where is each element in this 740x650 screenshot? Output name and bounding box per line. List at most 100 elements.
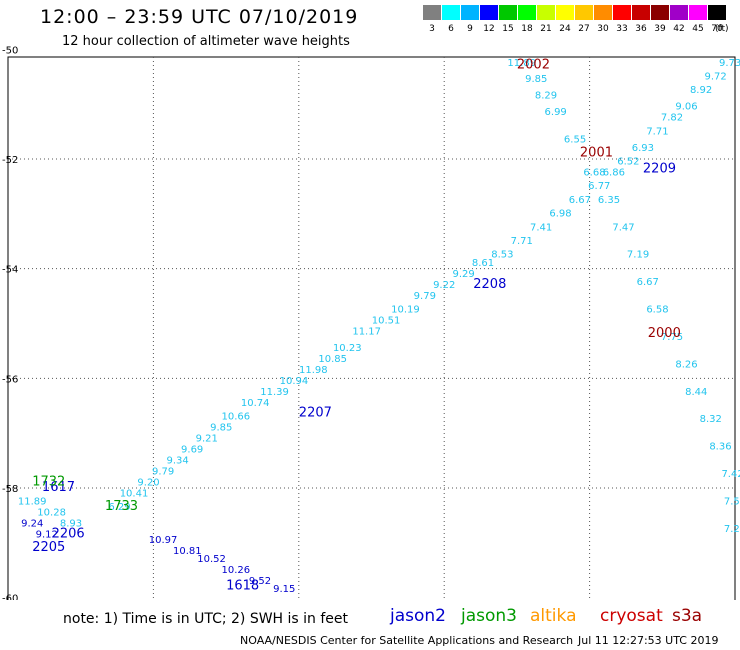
swh-point-label: 11.17 (352, 326, 381, 337)
legend-label: 18 (521, 24, 533, 34)
swh-point-label: 10.97 (149, 535, 178, 546)
swh-point-label: 10.94 (280, 376, 309, 387)
swh-point-label: 9.12 (36, 529, 58, 540)
legend-swatch (499, 5, 517, 20)
swh-point-label: 11.89 (507, 58, 536, 69)
swh-point-label: 10.26 (221, 565, 250, 576)
legend-swatch (518, 5, 536, 20)
swh-point-label: 11.98 (299, 365, 328, 376)
legend-label: 12 (483, 24, 495, 34)
legend-label: 33 (616, 24, 628, 34)
swh-point-label: 6.35 (598, 195, 620, 206)
swh-point-label: 9.69 (181, 444, 203, 455)
swh-point-label: 10.74 (241, 398, 270, 409)
y-tick-label: -54 (2, 265, 18, 276)
pass-label: 2208 (473, 277, 506, 292)
swh-point-label: 10.19 (391, 305, 420, 316)
swh-point-label: 9.85 (210, 422, 232, 433)
swh-point-label: 10.23 (333, 343, 362, 354)
swh-point-label: 6.67 (569, 195, 591, 206)
legend-swatch (632, 5, 650, 20)
swh-point-label: 8.36 (709, 442, 731, 453)
legend-label: 9 (467, 24, 473, 34)
legend-swatch (651, 5, 669, 20)
swh-point-label: 8.61 (472, 258, 494, 269)
swh-point-label: 7.25 (724, 524, 740, 535)
legend-swatch (480, 5, 498, 20)
sat-altika: altika (530, 606, 577, 626)
legend-label: 15 (502, 24, 514, 34)
sat-jason3: jason3 (461, 606, 517, 626)
legend-label: 27 (578, 24, 590, 34)
legend-label: 24 (559, 24, 571, 34)
legend-label: 3 (429, 24, 435, 34)
y-tick-label: -52 (2, 155, 18, 166)
swh-point-label: 8.29 (535, 91, 557, 102)
legend-label: 6 (448, 24, 454, 34)
swh-point-label: 9.15 (273, 584, 295, 595)
swh-point-label: 10.85 (318, 354, 347, 365)
sat-jason2: jason2 (390, 606, 446, 626)
sat-s3a: s3a (672, 606, 703, 626)
swh-point-label: 7.42 (721, 469, 740, 480)
legend-label: 21 (540, 24, 552, 34)
swh-point-label: 8.53 (491, 250, 513, 261)
legend-swatch (708, 5, 726, 20)
swh-point-label: 9.22 (433, 280, 455, 291)
y-tick-label: -58 (2, 484, 18, 495)
legend-swatch (689, 5, 707, 20)
footer-note: note: 1) Time is in UTC; 2) SWH is in fe… (63, 611, 349, 627)
pass-label: 2000 (648, 326, 681, 341)
y-tick-label: -60 (2, 594, 18, 600)
legend-label: 36 (635, 24, 647, 34)
pass-label: 1617 (42, 480, 75, 495)
swh-point-label: 7.47 (612, 222, 634, 233)
swh-point-label: 10.52 (197, 554, 226, 565)
swh-point-label: 10.28 (37, 507, 66, 518)
pass-label: 2207 (299, 406, 332, 421)
legend-unit: (ft) (715, 24, 729, 34)
swh-point-label: 9.06 (675, 102, 697, 113)
swh-point-label: 6.77 (588, 181, 610, 192)
legend-swatch (442, 5, 460, 20)
swh-point-label: 11.39 (260, 387, 289, 398)
legend-swatch (594, 5, 612, 20)
swh-point-label: 6.86 (603, 167, 625, 178)
legend-label: 39 (654, 24, 666, 34)
swh-point-label: 10.41 (120, 488, 149, 499)
swh-point-label: 9.20 (137, 477, 159, 488)
map-title: 12:00 – 23:59 UTC 07/10/2019 (40, 6, 359, 28)
swh-point-label: 6.58 (646, 305, 668, 316)
swh-point-label: 10.66 (221, 411, 250, 422)
sat-cryosat: cryosat (600, 606, 663, 626)
swh-point-label: 6.99 (545, 107, 567, 118)
swh-point-label: 6.93 (632, 143, 654, 154)
swh-point-label: 9.72 (704, 71, 726, 82)
legend-swatch (537, 5, 555, 20)
swh-point-label: 6.98 (549, 209, 571, 220)
swh-point-label: 11.89 (18, 496, 47, 507)
swh-point-label: 9.29 (452, 269, 474, 280)
swh-point-label: 9.79 (414, 291, 436, 302)
swh-point-label: 7.19 (627, 250, 649, 261)
legend-label: 70 (711, 24, 723, 34)
credit-line: NOAA/NESDIS Center for Satellite Applica… (240, 634, 574, 647)
map-subtitle: 12 hour collection of altimeter wave hei… (62, 34, 350, 49)
pass-label: 1733 (105, 499, 138, 514)
legend-label: 30 (597, 24, 609, 34)
legend-label: 42 (673, 24, 685, 34)
legend-swatch (556, 5, 574, 20)
swh-point-label: 8.93 (60, 518, 82, 529)
swh-point-label: 9.34 (167, 455, 189, 466)
swh-point-label: 7.41 (530, 222, 552, 233)
swh-point-label: 9.85 (525, 74, 547, 85)
pass-label: 2209 (643, 162, 676, 177)
swh-point-label: 7.56 (724, 496, 740, 507)
swh-point-label: 7.82 (661, 113, 683, 124)
y-tick-label: -50 (2, 45, 18, 56)
legend-label: 45 (692, 24, 704, 34)
swh-point-label: 7.71 (646, 126, 668, 137)
swh-point-label: 6.29 (108, 502, 130, 513)
swh-point-label: 8.26 (675, 359, 697, 370)
